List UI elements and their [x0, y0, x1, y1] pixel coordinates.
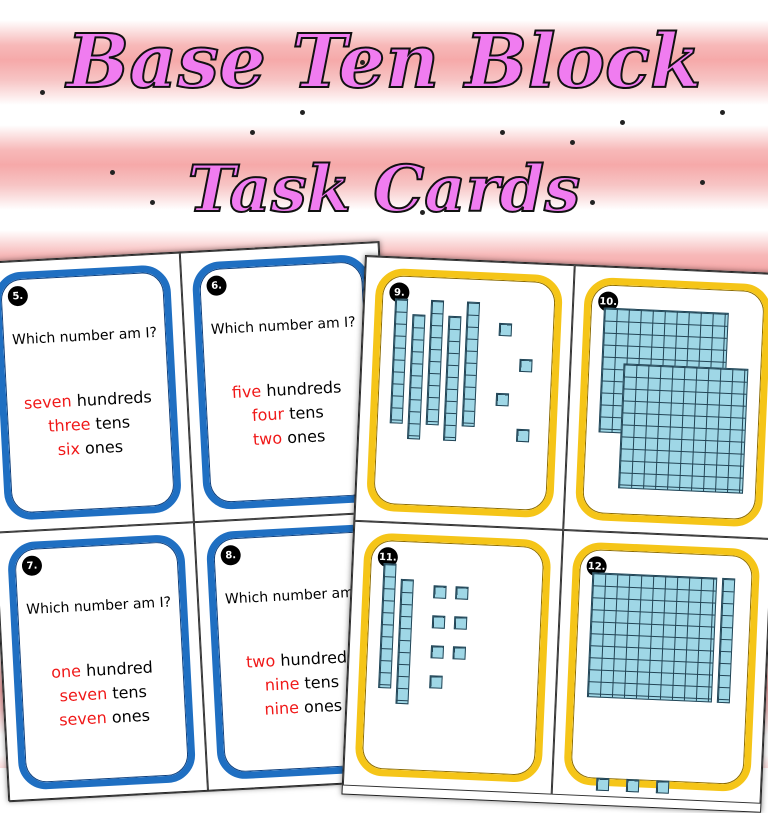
ten-rod-block	[425, 299, 445, 426]
place-word: ones	[298, 695, 343, 717]
task-card: 7. Which number am I? one hundred seven te…	[0, 522, 209, 803]
unit-cube-block	[519, 358, 533, 373]
hundred-flat-block	[586, 572, 718, 703]
ink-splatter	[570, 140, 575, 145]
ink-splatter	[720, 110, 725, 115]
unit-cube-block	[433, 585, 447, 599]
place-word: tens	[106, 681, 148, 703]
yellow-task-card-sheet: 9. 10. 11. 12.	[341, 255, 768, 813]
place-word: ones	[106, 705, 151, 727]
task-card: 5. Which number am I? seven hundreds three…	[0, 252, 194, 533]
unit-cube-block	[495, 392, 510, 407]
ink-splatter	[250, 130, 255, 135]
place-word: hundreds	[274, 646, 356, 671]
unit-cube-block	[625, 778, 640, 793]
unit-cube-block	[455, 586, 469, 600]
red-number-word: seven	[58, 708, 108, 730]
ten-rod-block	[442, 315, 462, 442]
ink-splatter	[470, 75, 475, 80]
ten-rod-block	[461, 301, 481, 427]
unit-cube-block	[655, 780, 670, 794]
place-word: hundreds	[260, 377, 342, 401]
red-number-word: two	[245, 651, 276, 672]
place-word: tens	[89, 412, 131, 434]
ink-splatter	[700, 180, 705, 185]
unit-cube-block	[431, 615, 446, 629]
task-card: 12.	[551, 529, 768, 804]
red-number-word: nine	[263, 697, 300, 719]
unit-cube-block	[453, 616, 468, 630]
ten-rod-block	[395, 578, 414, 705]
unit-cube-block	[452, 646, 467, 660]
place-word: hundred	[80, 657, 154, 681]
title-line-1: Base Ten Block	[66, 19, 703, 105]
ink-splatter	[300, 110, 305, 115]
ink-splatter	[590, 200, 595, 205]
red-number-word: three	[47, 414, 91, 436]
ink-splatter	[620, 120, 625, 125]
ink-splatter	[360, 60, 365, 65]
red-number-word: nine	[264, 673, 300, 695]
place-word: ones	[281, 426, 326, 448]
red-number-word: five	[231, 381, 262, 402]
place-word: ones	[79, 436, 124, 459]
unit-cube-block	[595, 777, 610, 792]
title-line-2: Task Cards	[187, 152, 582, 227]
red-number-word: four	[251, 404, 285, 425]
ink-splatter	[40, 90, 45, 95]
ink-splatter	[110, 170, 115, 175]
red-number-word: six	[57, 439, 81, 460]
unit-cube-block	[429, 675, 443, 689]
unit-cube-block	[498, 322, 513, 337]
ink-splatter	[660, 60, 665, 65]
ink-splatter	[150, 200, 155, 205]
task-card: 11.	[342, 520, 564, 795]
task-card: 10.	[563, 265, 768, 540]
ten-rod-block	[716, 577, 736, 704]
task-card: 9.	[354, 256, 575, 530]
unit-cube-block	[515, 428, 530, 443]
red-number-word: one	[50, 661, 82, 682]
red-number-word: seven	[23, 391, 73, 413]
ten-rod-block	[407, 314, 426, 440]
place-word: tens	[298, 671, 340, 693]
ink-splatter	[420, 210, 425, 215]
ink-splatter	[500, 130, 505, 135]
red-number-word: two	[252, 428, 283, 449]
hundred-flat-block	[618, 363, 749, 494]
unit-cube-block	[430, 645, 445, 659]
red-number-word: seven	[59, 683, 108, 706]
place-word: tens	[283, 402, 325, 424]
place-word: hundreds	[71, 387, 153, 411]
